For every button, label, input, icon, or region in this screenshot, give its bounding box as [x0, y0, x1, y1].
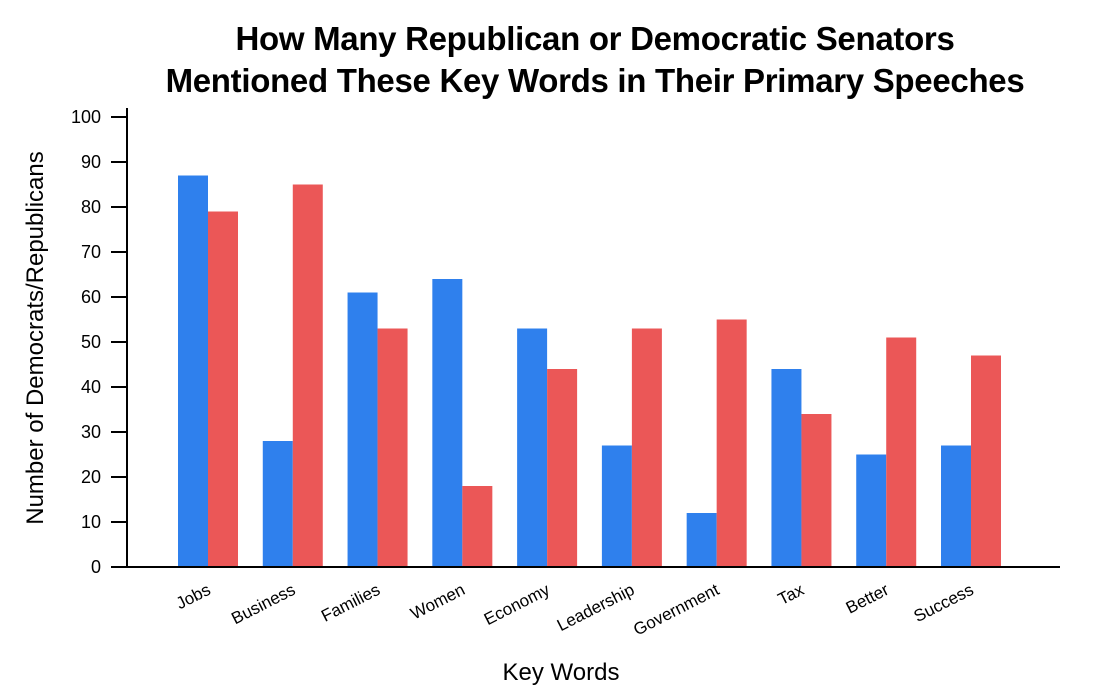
x-tick-label-leadership: Leadership	[554, 580, 638, 635]
x-tick-label-government: Government	[630, 580, 722, 640]
y-tick-label-100: 100	[71, 107, 101, 127]
y-tick-label-30: 30	[81, 422, 101, 442]
bar-women-series-1	[432, 279, 463, 567]
x-tick-label-jobs: Jobs	[173, 580, 214, 613]
y-axis-label: Number of Democrats/Republicans	[22, 151, 49, 525]
bar-government-series-2	[716, 319, 747, 567]
bar-better-series-2	[886, 337, 917, 567]
y-tick-label-20: 20	[81, 467, 101, 487]
bar-economy-series-2	[547, 369, 578, 567]
bar-jobs-series-2	[208, 211, 238, 567]
x-tick-label-families: Families	[318, 580, 383, 626]
bar-economy-series-1	[517, 328, 548, 567]
chart-title-line-1: How Many Republican or Democratic Senato…	[235, 20, 955, 57]
x-axis-label: Key Words	[503, 659, 620, 686]
bars-layer	[178, 175, 1001, 567]
bar-government-series-1	[686, 513, 717, 567]
bar-business-series-1	[262, 441, 293, 567]
bar-women-series-2	[462, 486, 493, 567]
y-tick-label-40: 40	[81, 377, 101, 397]
chart-title-line-2: Mentioned These Key Words in Their Prima…	[165, 62, 1025, 99]
y-tick-label-10: 10	[81, 512, 101, 532]
bar-tax-series-2	[801, 414, 832, 567]
x-tick-label-business: Business	[228, 580, 298, 628]
y-tick-label-70: 70	[81, 242, 101, 262]
x-tick-label-success: Success	[911, 580, 977, 626]
chart-title: How Many Republican or Democratic Senato…	[0, 18, 1096, 102]
y-tick-label-50: 50	[81, 332, 101, 352]
y-tick-label-80: 80	[81, 197, 101, 217]
x-tick-label-better: Better	[843, 580, 892, 618]
bar-jobs-series-1	[178, 175, 208, 567]
bar-success-series-2	[971, 355, 1001, 567]
bar-leadership-series-1	[601, 445, 632, 567]
x-tick-label-tax: Tax	[775, 580, 808, 609]
y-tick-label-0: 0	[91, 557, 101, 577]
y-ticks: 0 10 20 30 40 50 60 70 80 90 100	[71, 107, 127, 577]
bar-business-series-2	[292, 184, 323, 567]
bar-success-series-1	[941, 445, 971, 567]
axes-layer	[126, 108, 1060, 568]
bar-families-series-2	[377, 328, 408, 567]
x-tick-label-economy: Economy	[481, 580, 553, 629]
bar-families-series-1	[347, 292, 378, 567]
bar-leadership-series-2	[631, 328, 662, 567]
y-tick-label-90: 90	[81, 152, 101, 172]
x-tick-labels: Jobs Business Families Women Economy Leadersh…	[173, 580, 977, 640]
y-tick-label-60: 60	[81, 287, 101, 307]
bar-better-series-1	[856, 454, 887, 567]
bar-tax-series-1	[771, 369, 802, 567]
x-tick-label-women: Women	[407, 580, 468, 623]
